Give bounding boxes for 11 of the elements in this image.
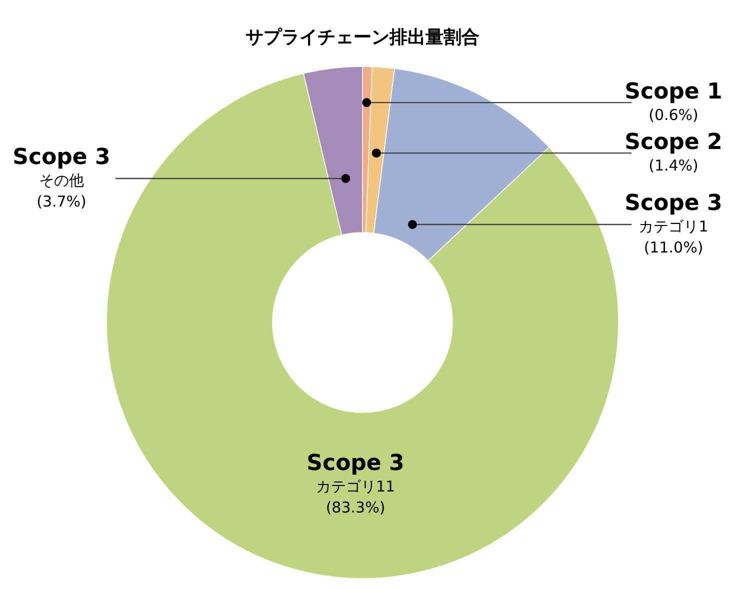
slice-label: Scope 2 xyxy=(624,130,722,156)
data-label: (0.6%) xyxy=(648,106,698,124)
chart-title: サプライチェーン排出量割合 xyxy=(246,27,480,48)
slice-label: Scope 3 その他 xyxy=(12,144,110,190)
data-label: (11.0%) xyxy=(644,238,704,256)
data-label: (3.7%) xyxy=(36,192,86,210)
slice-label: Scope 3 カテゴリ1 xyxy=(624,190,722,236)
slice-label: Scope 3 カテゴリ11 xyxy=(306,451,404,496)
data-label: (1.4%) xyxy=(648,156,698,175)
slice-label: Scope 1 xyxy=(624,80,722,105)
data-label: (83.3%) xyxy=(326,498,386,516)
